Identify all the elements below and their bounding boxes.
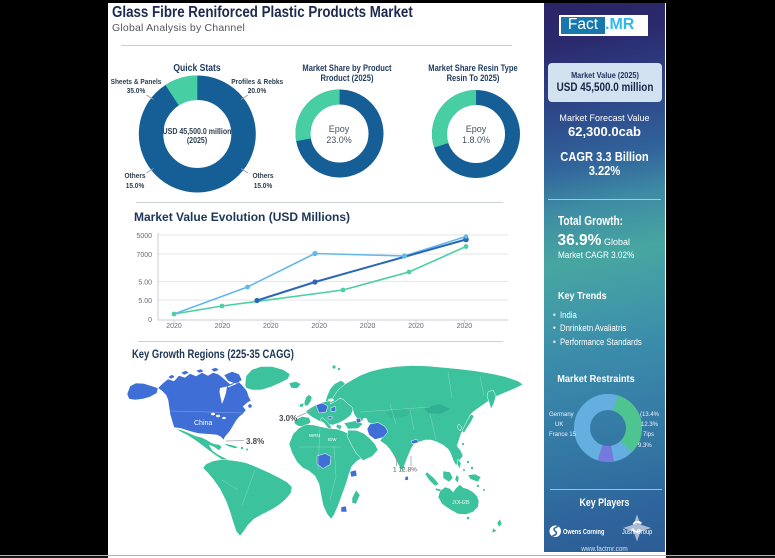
svg-text:2020: 2020	[263, 323, 279, 330]
svg-text:7000: 7000	[136, 252, 152, 259]
svg-text:IEW: IEW	[328, 437, 337, 442]
svg-text:3.8%: 3.8%	[246, 437, 264, 446]
svg-text:0: 0	[148, 317, 152, 324]
svg-text:5000: 5000	[136, 233, 152, 240]
svg-text:2020: 2020	[311, 323, 327, 330]
svg-text:JOH2B: JOH2B	[452, 500, 470, 506]
svg-text:2020: 2020	[408, 323, 424, 330]
svg-text:China: China	[194, 420, 212, 427]
svg-text:2020: 2020	[215, 323, 231, 330]
svg-text:2020: 2020	[360, 323, 376, 330]
svg-text:5.00: 5.00	[138, 280, 152, 287]
svg-text:5.00: 5.00	[138, 298, 152, 305]
svg-text:1 12.8%: 1 12.8%	[393, 467, 417, 474]
svg-text:2020: 2020	[166, 323, 182, 330]
svg-text:3.0%: 3.0%	[279, 414, 297, 423]
svg-text:WRN: WRN	[309, 433, 320, 438]
svg-text:2020: 2020	[457, 323, 473, 330]
